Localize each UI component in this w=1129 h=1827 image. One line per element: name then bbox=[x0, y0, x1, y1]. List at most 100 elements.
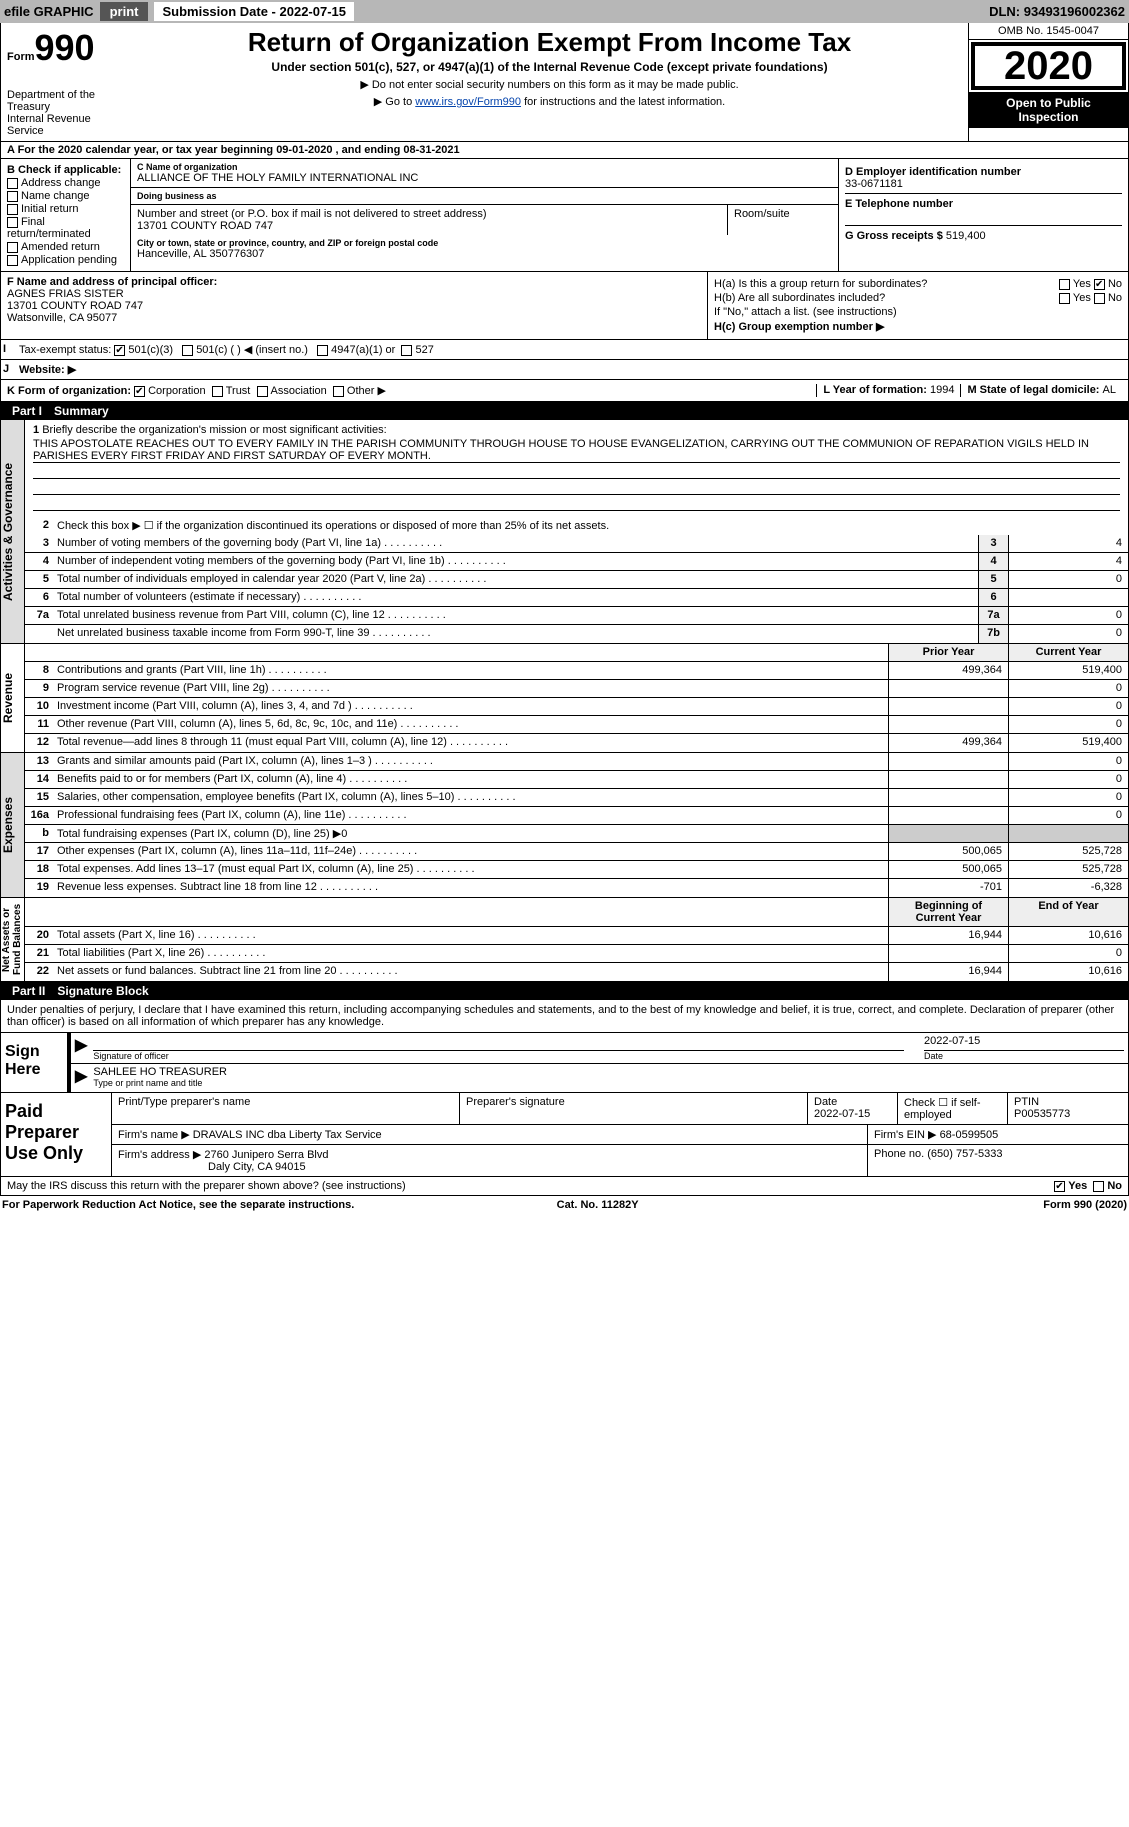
irs-link[interactable]: www.irs.gov/Form990 bbox=[415, 96, 521, 108]
line-8: 8Contributions and grants (Part VIII, li… bbox=[25, 662, 1128, 680]
sig-arrow2-icon: ▶ bbox=[75, 1066, 93, 1090]
line-14: 14Benefits paid to or for members (Part … bbox=[25, 771, 1128, 789]
print-button[interactable]: print bbox=[100, 2, 149, 21]
cb-other[interactable] bbox=[333, 386, 344, 397]
sig-declaration: Under penalties of perjury, I declare th… bbox=[1, 1000, 1128, 1032]
ein-label: D Employer identification number bbox=[845, 166, 1021, 178]
prep-selfemp[interactable]: Check ☐ if self-employed bbox=[898, 1093, 1008, 1124]
part1-body: Activities & Governance 1 Briefly descri… bbox=[0, 420, 1129, 982]
dba-label: Doing business as bbox=[137, 191, 832, 201]
section-j: JWebsite: ▶ bbox=[0, 360, 1129, 380]
cb-501c[interactable] bbox=[182, 345, 193, 356]
hc-label: H(c) Group exemption number ▶ bbox=[714, 321, 884, 333]
page-footer: For Paperwork Reduction Act Notice, see … bbox=[0, 1196, 1129, 1214]
cb-4947[interactable] bbox=[317, 345, 328, 356]
firm-ein: 68-0599505 bbox=[940, 1129, 999, 1141]
addr-value: 13701 COUNTY ROAD 747 bbox=[137, 220, 721, 232]
dln: DLN: 93493196002362 bbox=[989, 4, 1125, 19]
part2-title: Signature Block bbox=[57, 984, 148, 998]
line-a: A For the 2020 calendar year, or tax yea… bbox=[0, 142, 1129, 159]
hb-note: If "No," attach a list. (see instruction… bbox=[714, 306, 1122, 318]
cb-initial-return[interactable]: Initial return bbox=[7, 203, 124, 215]
city-value: Hanceville, AL 350776307 bbox=[137, 248, 832, 260]
cb-final-return[interactable]: Final return/terminated bbox=[7, 216, 124, 240]
vtab-expenses: Expenses bbox=[1, 753, 25, 897]
open-inspection: Open to PublicInspection bbox=[969, 92, 1128, 128]
line-20: 20Total assets (Part X, line 16)16,94410… bbox=[25, 927, 1128, 945]
mission-label: Briefly describe the organization's miss… bbox=[42, 424, 386, 436]
form-subtitle: Under section 501(c), 527, or 4947(a)(1)… bbox=[139, 60, 960, 74]
line-12: 12Total revenue—add lines 8 through 11 (… bbox=[25, 734, 1128, 752]
line-19: 19Revenue less expenses. Subtract line 1… bbox=[25, 879, 1128, 897]
vtab-netassets: Net Assets orFund Balances bbox=[1, 898, 25, 981]
cb-amended[interactable]: Amended return bbox=[7, 241, 124, 253]
line-: Net unrelated business taxable income fr… bbox=[25, 625, 1128, 643]
line-21: 21Total liabilities (Part X, line 26)0 bbox=[25, 945, 1128, 963]
col-prior: Prior Year bbox=[888, 644, 1008, 661]
form-header: Form990 Department of the Treasury Inter… bbox=[0, 23, 1129, 142]
k-label: K Form of organization: bbox=[7, 385, 131, 397]
tax-year: 2020 bbox=[971, 42, 1126, 90]
section-f: F Name and address of principal officer:… bbox=[1, 272, 708, 339]
sig-name: SAHLEE HO TREASURER bbox=[93, 1066, 1124, 1078]
cb-name-change[interactable]: Name change bbox=[7, 190, 124, 202]
officer-label: F Name and address of principal officer: bbox=[7, 276, 217, 288]
website-label: Website: ▶ bbox=[19, 364, 76, 376]
footer-right: Form 990 (2020) bbox=[1043, 1199, 1127, 1211]
cb-trust[interactable] bbox=[212, 386, 223, 397]
gross-value: 519,400 bbox=[946, 230, 986, 242]
sig-date-label: Date bbox=[924, 1051, 1124, 1061]
omb-number: OMB No. 1545-0047 bbox=[969, 23, 1128, 40]
line-4: 4Number of independent voting members of… bbox=[25, 553, 1128, 571]
firm-ein-label: Firm's EIN ▶ bbox=[874, 1129, 940, 1141]
line-3: 3Number of voting members of the governi… bbox=[25, 535, 1128, 553]
na-headers: Beginning of Current YearEnd of Year bbox=[25, 898, 1128, 927]
line-15: 15Salaries, other compensation, employee… bbox=[25, 789, 1128, 807]
hb-yes[interactable] bbox=[1059, 293, 1070, 304]
prep-sig-label: Preparer's signature bbox=[460, 1093, 808, 1124]
ein-value: 33-0671181 bbox=[845, 178, 903, 190]
state-domicile: M State of legal domicile: AL bbox=[960, 384, 1122, 397]
line-11: 11Other revenue (Part VIII, column (A), … bbox=[25, 716, 1128, 734]
part2-header: Part II Signature Block bbox=[0, 982, 1129, 1000]
year-formation: L Year of formation: 1994 bbox=[816, 384, 960, 397]
discuss-no[interactable] bbox=[1093, 1181, 1104, 1192]
line-10: 10Investment income (Part VIII, column (… bbox=[25, 698, 1128, 716]
line-6: 6Total number of volunteers (estimate if… bbox=[25, 589, 1128, 607]
col-boy: Beginning of Current Year bbox=[888, 898, 1008, 926]
cb-501c3[interactable] bbox=[114, 345, 125, 356]
hb-no[interactable] bbox=[1094, 293, 1105, 304]
col-headers: Prior YearCurrent Year bbox=[25, 644, 1128, 662]
section-d-g: D Employer identification number33-06711… bbox=[838, 159, 1128, 271]
section-f-h: F Name and address of principal officer:… bbox=[0, 272, 1129, 340]
tax-status-label: Tax-exempt status: bbox=[19, 344, 111, 356]
col-current: Current Year bbox=[1008, 644, 1128, 661]
addr-label: Number and street (or P.O. box if mail i… bbox=[137, 208, 721, 220]
prep-date: 2022-07-15 bbox=[814, 1108, 870, 1120]
sig-officer-label: Signature of officer bbox=[93, 1051, 904, 1061]
section-b: B Check if applicable: Address change Na… bbox=[1, 159, 131, 271]
cb-pending[interactable]: Application pending bbox=[7, 254, 124, 266]
ha-no[interactable] bbox=[1094, 279, 1105, 290]
firm-city: Daly City, CA 94015 bbox=[208, 1161, 306, 1173]
ssn-warning: ▶ Do not enter social security numbers o… bbox=[139, 78, 960, 91]
vtab-revenue: Revenue bbox=[1, 644, 25, 752]
cb-assoc[interactable] bbox=[257, 386, 268, 397]
org-name: ALLIANCE OF THE HOLY FAMILY INTERNATIONA… bbox=[137, 172, 832, 184]
part1-header: Part I Summary bbox=[0, 402, 1129, 420]
mission-block: 1 Briefly describe the organization's mi… bbox=[25, 420, 1128, 517]
discuss-yes[interactable] bbox=[1054, 1181, 1065, 1192]
line-17: 17Other expenses (Part IX, column (A), l… bbox=[25, 843, 1128, 861]
cb-corp[interactable] bbox=[134, 386, 145, 397]
ha-yes[interactable] bbox=[1059, 279, 1070, 290]
cb-address-change[interactable]: Address change bbox=[7, 177, 124, 189]
section-b-h: B Check if applicable: Address change Na… bbox=[0, 159, 1129, 272]
footer-catno: Cat. No. 11282Y bbox=[557, 1199, 639, 1211]
cb-527[interactable] bbox=[401, 345, 412, 356]
top-bar: efile GRAPHIC print Submission Date - 20… bbox=[0, 0, 1129, 23]
line-9: 9Program service revenue (Part VIII, lin… bbox=[25, 680, 1128, 698]
dept-label: Department of the Treasury Internal Reve… bbox=[7, 89, 125, 137]
gross-label: G Gross receipts $ bbox=[845, 230, 946, 242]
hb-label: H(b) Are all subordinates included? bbox=[714, 292, 885, 304]
preparer-header: Paid Preparer Use Only bbox=[1, 1093, 111, 1176]
